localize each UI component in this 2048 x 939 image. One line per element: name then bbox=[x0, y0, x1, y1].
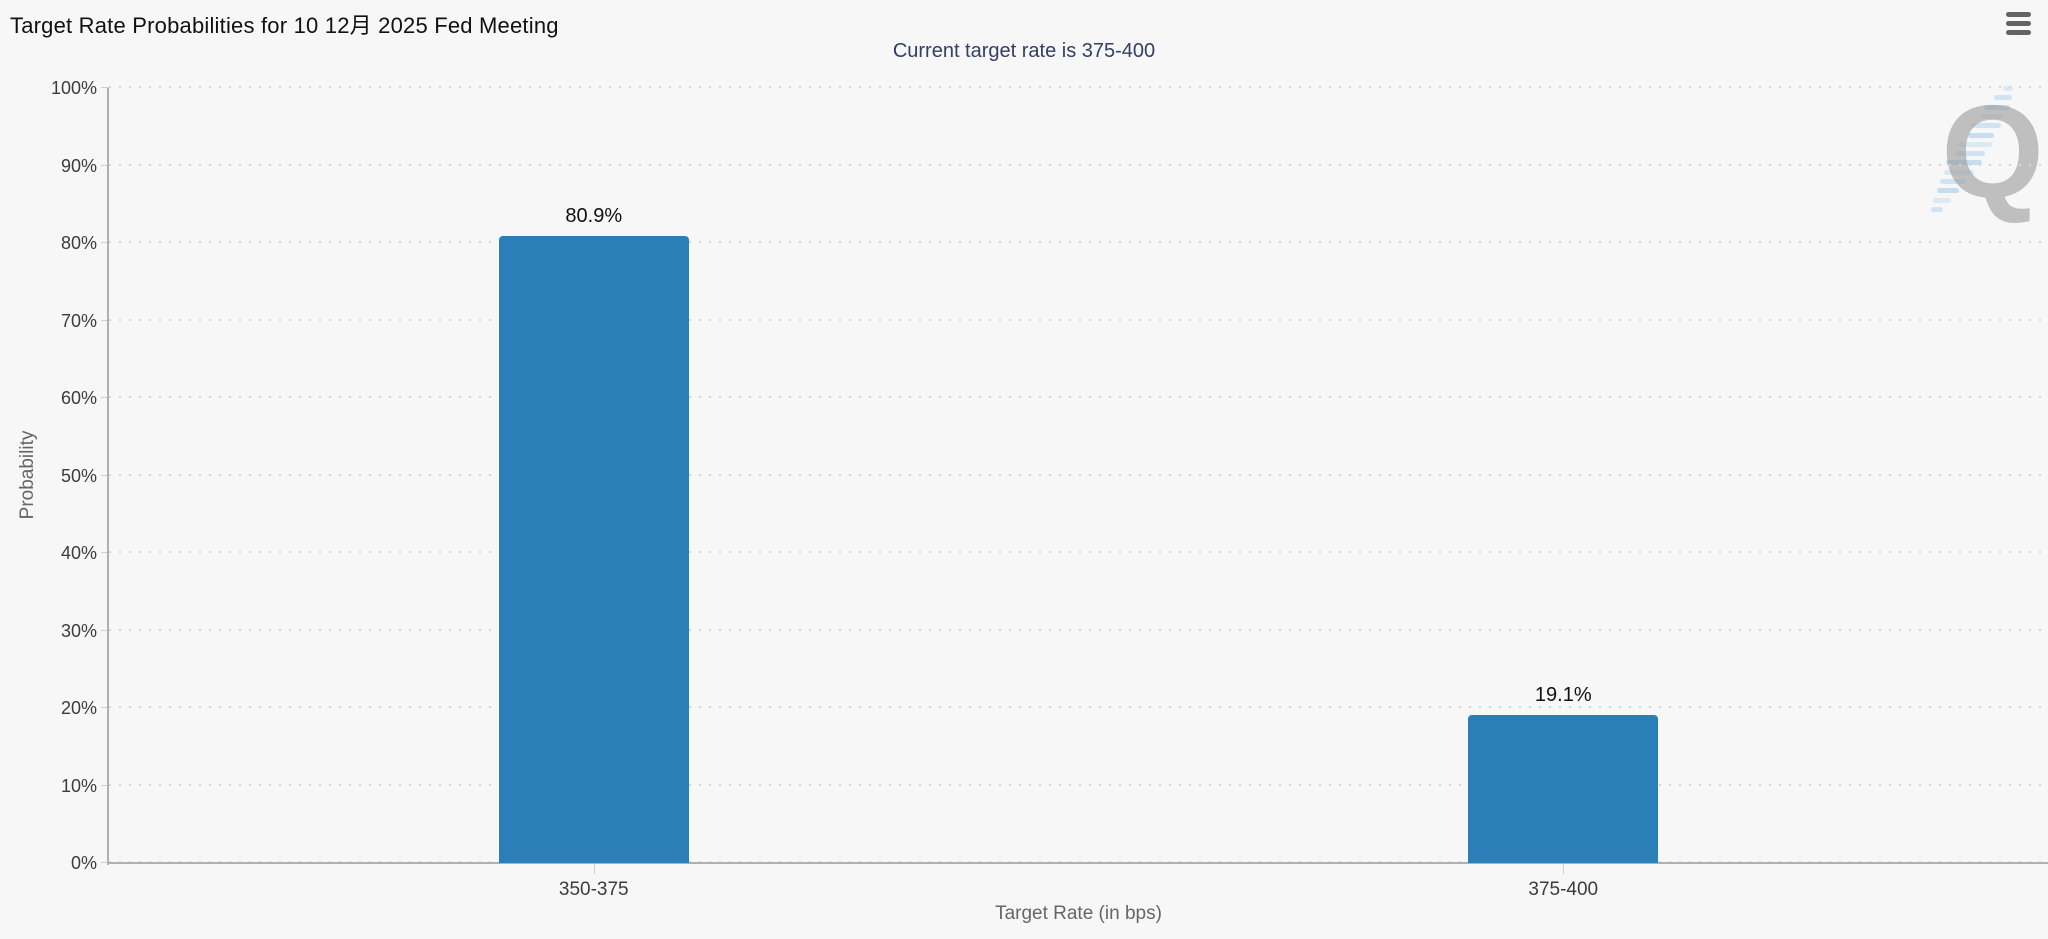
x-axis-title: Target Rate (in bps) bbox=[995, 903, 1162, 924]
x-axis-label: 350-375 bbox=[558, 879, 629, 900]
logo-dash bbox=[1930, 206, 1943, 212]
bar-375-400[interactable] bbox=[1468, 714, 1659, 863]
gridline bbox=[109, 473, 2048, 476]
y-axis-tick bbox=[101, 164, 109, 166]
quikstrike-logo-watermark: Q bbox=[1918, 80, 2048, 225]
hamburger-menu-icon bbox=[2005, 11, 2031, 17]
gridline bbox=[109, 163, 2048, 166]
y-axis-label: 70% bbox=[60, 310, 97, 331]
chart-subtitle: Current target rate is 375-400 bbox=[892, 40, 1156, 62]
hamburger-menu-icon bbox=[2005, 20, 2031, 26]
y-axis-tick bbox=[101, 629, 109, 631]
bar-value-label: 19.1% bbox=[1534, 683, 1592, 706]
q-logo-icon: Q bbox=[1941, 78, 2044, 225]
logo-dash bbox=[1980, 113, 2003, 119]
y-axis-tick bbox=[101, 242, 109, 243]
logo-dash bbox=[1954, 151, 1985, 157]
x-axis-line bbox=[107, 862, 2048, 864]
x-axis-tick bbox=[1563, 864, 1565, 874]
gridline bbox=[109, 628, 2048, 631]
logo-dash bbox=[1984, 104, 2010, 110]
logo-dash bbox=[1940, 179, 1966, 184]
y-axis-label: 100% bbox=[50, 78, 97, 98]
y-axis-label: 20% bbox=[60, 698, 97, 718]
chart-context-menu-button[interactable] bbox=[2000, 4, 2036, 42]
y-axis-label: 0% bbox=[70, 853, 97, 873]
y-axis-tick bbox=[101, 87, 109, 88]
y-axis-label: 10% bbox=[60, 775, 97, 796]
gridline bbox=[109, 86, 2048, 88]
y-axis-tick bbox=[101, 862, 109, 863]
gridline bbox=[109, 706, 2048, 708]
logo-dash bbox=[1967, 132, 1994, 138]
hamburger-menu-icon bbox=[2005, 29, 2031, 35]
y-axis-label: 90% bbox=[60, 155, 97, 176]
logo-dash bbox=[1958, 141, 1992, 147]
gridline bbox=[109, 318, 2048, 321]
logo-dash bbox=[1993, 95, 2012, 101]
y-axis-tick bbox=[101, 784, 109, 786]
y-axis-label: 30% bbox=[60, 620, 97, 641]
y-axis-tick bbox=[101, 319, 109, 321]
logo-dash bbox=[1936, 188, 1959, 194]
y-axis-label: 60% bbox=[60, 388, 97, 408]
y-axis-tick bbox=[101, 707, 109, 708]
y-axis-tick bbox=[101, 474, 109, 476]
y-axis-label: 50% bbox=[60, 465, 97, 486]
gridline bbox=[109, 783, 2048, 786]
x-axis-label: 375-400 bbox=[1528, 879, 1599, 900]
gridline bbox=[109, 241, 2048, 243]
y-axis-label: 80% bbox=[60, 233, 97, 253]
logo-dash bbox=[1933, 197, 1951, 203]
bar-350-375[interactable] bbox=[498, 236, 689, 863]
y-axis-label: 40% bbox=[60, 543, 97, 563]
x-axis-tick bbox=[593, 864, 595, 874]
y-axis-line bbox=[107, 88, 109, 865]
logo-dash bbox=[1943, 169, 1974, 175]
gridline bbox=[109, 396, 2048, 398]
y-axis-tick bbox=[101, 397, 109, 398]
bar-value-label: 80.9% bbox=[565, 205, 623, 228]
gridline bbox=[109, 551, 2048, 553]
chart-title: Target Rate Probabilities for 10 12月 202… bbox=[10, 13, 559, 38]
y-axis-tick bbox=[101, 552, 109, 553]
logo-dash bbox=[1971, 123, 2001, 129]
